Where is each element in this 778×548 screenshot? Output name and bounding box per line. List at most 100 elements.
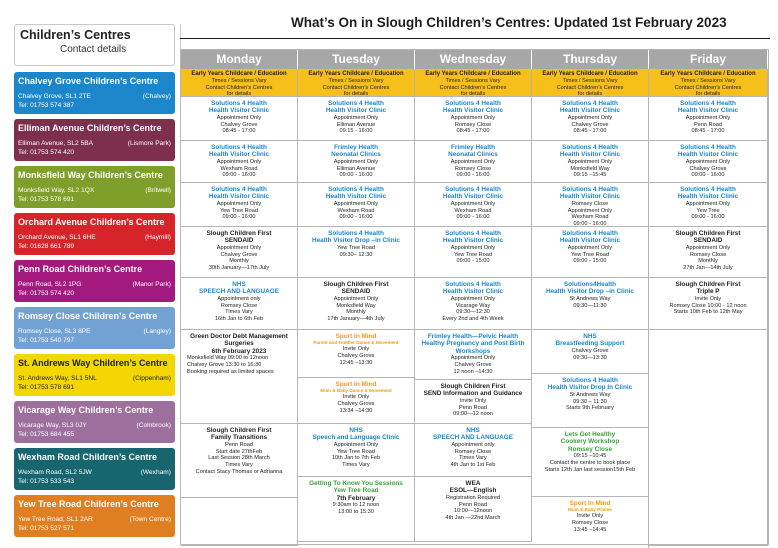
- centre-name: Vicarage Way Children’s Centre: [18, 405, 154, 415]
- centre-area: (Manor Park): [132, 281, 171, 288]
- centre-phone: Tel: 01753 684 455: [18, 431, 75, 438]
- session-cell: Solutions 4 Health Health Visitor Clinic A…: [181, 183, 298, 227]
- centre-name: St. Andrews Way Children’s Centre: [18, 358, 168, 368]
- session-line: Health Visitor Clinic: [208, 193, 270, 201]
- session-line: Health Visitor Clinic: [325, 193, 387, 201]
- session-line: Yew Tree Road: [219, 207, 259, 214]
- session-line: 13:34 –14:30: [339, 408, 373, 414]
- centre-address: Wexham Road, SL2 5JW: [18, 469, 92, 476]
- session-line: Romsey Close: [454, 448, 492, 455]
- session-line: Times / Sessions Vary: [328, 77, 384, 84]
- session-line: Solutions 4 Health: [445, 100, 501, 107]
- session-line: Times Vary: [459, 455, 487, 462]
- session-line: Invite Only: [342, 346, 370, 353]
- session-line: Workshops: [455, 347, 491, 355]
- centre-phone: Tel: 01628 661 789: [18, 243, 75, 250]
- session-line: Invite Only: [576, 513, 604, 520]
- centre-card: Elliman Avenue Children’s Centre Elliman …: [14, 119, 175, 161]
- session-line: Sport In Mind: [335, 333, 377, 340]
- centre-area: (Langley): [143, 328, 172, 335]
- centre-card: Yew Tree Road Children’s Centre Yew Tree …: [14, 495, 175, 537]
- session-line: Health Visitor Drop In Clinic: [547, 384, 633, 392]
- session-line: for details: [343, 91, 369, 97]
- session-line: Monksfield Way: [336, 302, 376, 309]
- centre-address-row: Romsey Close, SL3 8PE (Langley): [18, 327, 171, 336]
- session-cell: Solutions 4 Health Health Visitor Clinic A…: [415, 278, 532, 330]
- centre-name: Romsey Close Children’s Centre: [18, 311, 158, 321]
- session-line: 4th Jan to 1st Feb: [450, 462, 496, 469]
- centre-name: Orchard Avenue Children’s Centre: [18, 217, 165, 227]
- session-line: Healthy Pregnancy and Post Birth: [421, 340, 525, 348]
- session-line: 10:00—12noon: [453, 508, 493, 515]
- session-line: 09:00 - 16:00: [456, 172, 490, 179]
- session-cell: Solutions 4 Health Health Visitor Clinic A…: [181, 97, 298, 141]
- session-line: Wexham Road: [337, 207, 375, 214]
- session-line: 27th Jan—14th July: [683, 265, 733, 272]
- session-line: 09:30– 12:30: [339, 251, 373, 258]
- session-line: SEND Information and Guidance: [423, 390, 523, 398]
- centre-address: Elliman Avenue, SL2 5BA: [18, 140, 94, 147]
- session-cell: Solutions4Health Health Visitor Drop –in …: [532, 278, 649, 330]
- session-line: Triple P: [696, 288, 720, 296]
- session-line: Appointment Only: [450, 355, 496, 362]
- session-cell: Solutions 4 Health Health Visitor Clinic A…: [415, 227, 532, 278]
- session-line: Frimley Health—Pelvic Health: [427, 333, 519, 340]
- day-header-friday: Friday: [649, 50, 768, 69]
- session-line: Starts 12th Jan last session15th Feb: [544, 466, 636, 473]
- session-cell: [181, 498, 298, 546]
- centre-area: (Lismore Park): [127, 140, 171, 147]
- session-line: Solutions 4 Health: [328, 230, 384, 237]
- session-line: Booking required as limited spaces: [187, 368, 274, 375]
- session-cell: Early Years Childcare / Education Times /…: [649, 69, 768, 97]
- session-line: Lets Get Healthy: [564, 431, 616, 438]
- session-cell: Solutions 4 Health Health Visitor Clinic A…: [298, 97, 415, 141]
- session-cell: Solutions 4 Health Health Visitor Clinic R…: [532, 183, 649, 227]
- session-line: Appointment Only: [216, 200, 262, 207]
- session-cell: Sport In Mind Mum & Baby Pilates Invite On…: [532, 497, 649, 548]
- centre-phone: Tel: 01753 574 387: [18, 102, 75, 109]
- session-line: Health Visitor Clinic: [677, 193, 739, 201]
- session-line: Slough Children First: [675, 230, 741, 237]
- session-line: Yew Tree Road: [336, 244, 376, 251]
- session-line: Appointment Only: [450, 200, 496, 207]
- session-line: Chalvey Grove: [337, 353, 375, 360]
- session-line: 09:00 - 16:00: [691, 214, 725, 221]
- session-line: 13:45 –14:45: [573, 527, 607, 533]
- centre-name: Chalvey Grove Children’s Centre: [18, 76, 159, 86]
- centre-area: (Cippenham): [132, 375, 171, 382]
- session-line: Penn Road: [459, 501, 487, 508]
- session-line: Romsey Close 10:00 - 12 noon: [669, 302, 747, 309]
- session-line: Romsey Close: [567, 445, 613, 453]
- session-line: 09:30 – 11:30: [573, 398, 607, 405]
- session-line: Solutions 4 Health: [445, 281, 501, 288]
- session-cell: Frimley Health—Pelvic Health Healthy Preg…: [415, 330, 532, 380]
- session-cell: Getting To Know You Sessions Yew Tree Roa…: [298, 477, 415, 542]
- session-line: Times Vary: [342, 462, 370, 469]
- session-line: 09:30—12:30: [456, 309, 490, 316]
- session-line: Health Visitor Clinic: [325, 107, 387, 115]
- session-line: 09:00 - 15:00: [456, 258, 490, 265]
- session-line: Sport In Mind: [335, 381, 377, 388]
- session-line: 4th Jan —22nd March: [445, 515, 501, 522]
- session-line: Health Visitor Drop –in Clinic: [546, 288, 634, 296]
- session-line: Getting To Know You Sessions: [309, 480, 403, 487]
- session-line: 09:00—12 noon: [453, 411, 493, 418]
- session-line: Appointment Only: [567, 244, 613, 251]
- centre-address-row: St. Andrews Way, SL1 5NL (Cippenham): [18, 374, 171, 383]
- session-line: Times Vary: [225, 309, 253, 316]
- session-cell: NHS Speech and Language Clinic Appointment…: [298, 424, 415, 477]
- session-line: Early Years Childcare / Education: [308, 71, 404, 77]
- session-line: Romsey Close: [454, 121, 492, 128]
- session-line: Yew Tree Road: [336, 448, 376, 455]
- session-cell: Solutions 4 Health Health Visitor Clinic A…: [649, 183, 768, 227]
- session-line: Penn Road: [225, 441, 253, 448]
- session-cell: Solutions 4 Health Health Visitor Clinic A…: [649, 97, 768, 141]
- session-line: Invite Only: [694, 295, 722, 302]
- session-line: Speech and Language Clinic: [312, 434, 400, 442]
- session-cell: Solutions 4 Health Health Visitor Drop –i…: [298, 227, 415, 278]
- centre-address: Orchard Avenue, SL1 6HE: [18, 234, 96, 241]
- session-line: SENDAID: [693, 237, 723, 245]
- session-line: 09:00 - 16:00: [456, 214, 490, 221]
- session-line: Health Visitor Clinic: [442, 237, 504, 245]
- session-line: 08:45 - 17:00: [573, 128, 607, 135]
